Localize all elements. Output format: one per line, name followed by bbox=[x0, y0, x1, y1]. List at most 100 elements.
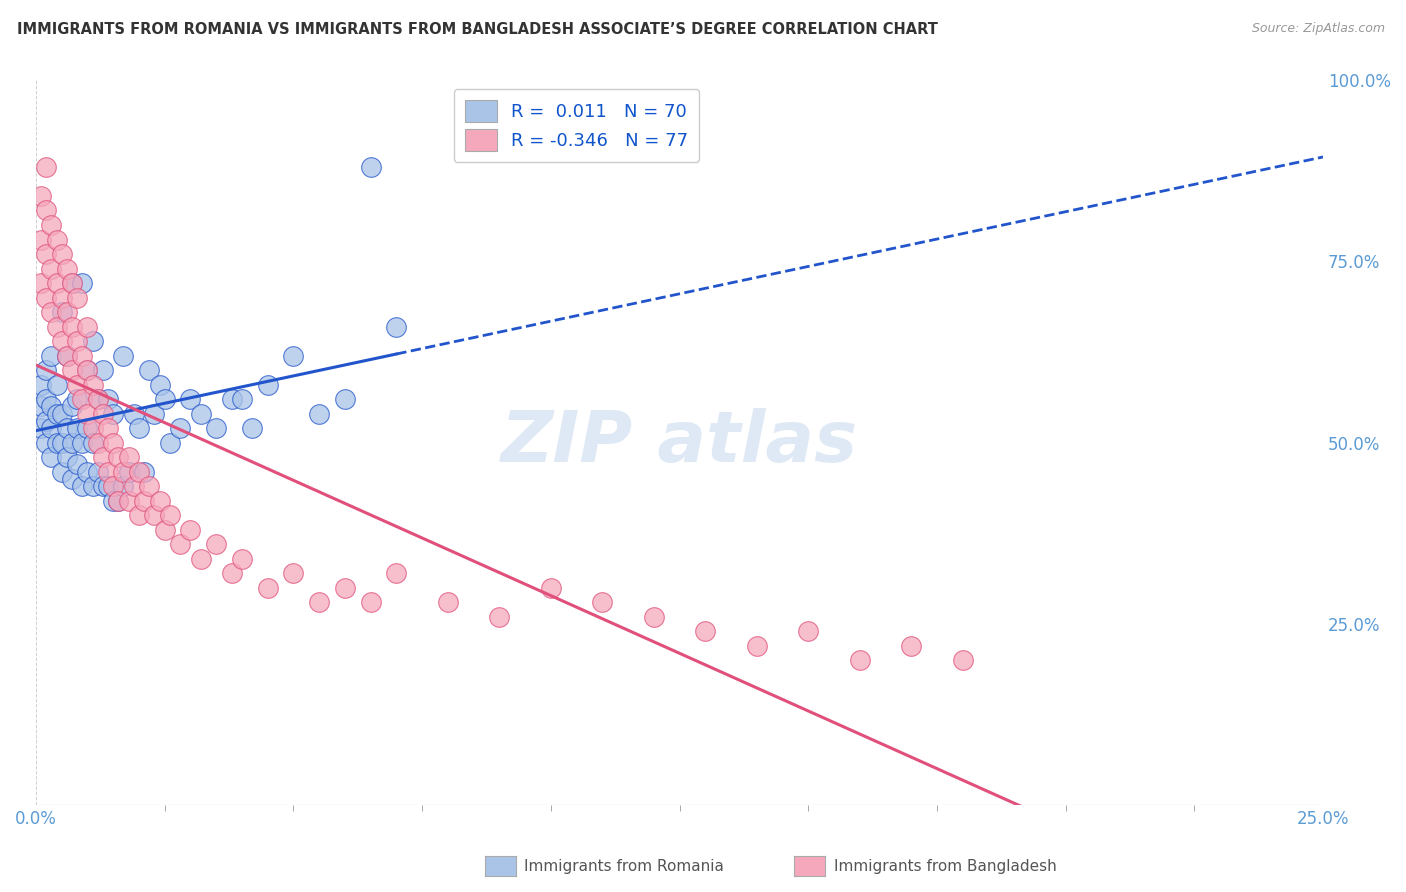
Point bbox=[56, 305, 79, 319]
Text: Immigrants from Bangladesh: Immigrants from Bangladesh bbox=[834, 859, 1056, 873]
Point bbox=[87, 465, 110, 479]
Point bbox=[101, 435, 124, 450]
Point bbox=[148, 377, 170, 392]
Point bbox=[283, 566, 305, 580]
Point bbox=[76, 363, 98, 377]
Point bbox=[153, 392, 176, 406]
Point bbox=[91, 363, 114, 377]
Point bbox=[60, 276, 83, 290]
Point bbox=[256, 377, 278, 392]
Point bbox=[97, 421, 120, 435]
Text: Source: ZipAtlas.com: Source: ZipAtlas.com bbox=[1251, 22, 1385, 36]
Point bbox=[437, 595, 460, 609]
Point bbox=[35, 291, 58, 305]
Point bbox=[231, 551, 253, 566]
Point bbox=[107, 493, 129, 508]
Point bbox=[30, 377, 52, 392]
Point bbox=[66, 392, 89, 406]
Point bbox=[51, 407, 73, 421]
Point bbox=[360, 595, 382, 609]
Point bbox=[82, 479, 104, 493]
Point bbox=[112, 479, 135, 493]
Point bbox=[45, 407, 67, 421]
Point bbox=[41, 218, 63, 232]
Point bbox=[159, 435, 181, 450]
Point bbox=[56, 261, 79, 276]
Point bbox=[591, 595, 613, 609]
Point bbox=[256, 581, 278, 595]
Point bbox=[56, 349, 79, 363]
Point bbox=[179, 523, 201, 537]
Legend: R =  0.011   N = 70, R = -0.346   N = 77: R = 0.011 N = 70, R = -0.346 N = 77 bbox=[454, 89, 699, 162]
Point bbox=[41, 349, 63, 363]
Point bbox=[128, 465, 150, 479]
Point bbox=[87, 392, 110, 406]
Point bbox=[101, 407, 124, 421]
Point bbox=[112, 465, 135, 479]
Point bbox=[848, 653, 870, 667]
Point bbox=[231, 392, 253, 406]
Point bbox=[72, 392, 94, 406]
Point bbox=[72, 276, 94, 290]
Point bbox=[60, 363, 83, 377]
Point bbox=[66, 457, 89, 471]
Point bbox=[221, 566, 243, 580]
Point bbox=[45, 319, 67, 334]
Point bbox=[132, 465, 155, 479]
Point bbox=[82, 421, 104, 435]
Point bbox=[76, 465, 98, 479]
Point bbox=[30, 232, 52, 246]
Point bbox=[87, 435, 110, 450]
Text: IMMIGRANTS FROM ROMANIA VS IMMIGRANTS FROM BANGLADESH ASSOCIATE’S DEGREE CORRELA: IMMIGRANTS FROM ROMANIA VS IMMIGRANTS FR… bbox=[17, 22, 938, 37]
Point bbox=[112, 349, 135, 363]
Point bbox=[41, 421, 63, 435]
Point bbox=[179, 392, 201, 406]
Point bbox=[132, 493, 155, 508]
Point bbox=[35, 363, 58, 377]
Point bbox=[76, 319, 98, 334]
Point bbox=[35, 247, 58, 261]
Point bbox=[138, 479, 160, 493]
Point bbox=[107, 493, 129, 508]
Point bbox=[952, 653, 974, 667]
Point bbox=[51, 435, 73, 450]
Point bbox=[97, 479, 120, 493]
Point bbox=[60, 399, 83, 413]
Point bbox=[900, 639, 922, 653]
Point bbox=[153, 523, 176, 537]
Point bbox=[221, 392, 243, 406]
Point bbox=[91, 479, 114, 493]
Point bbox=[60, 435, 83, 450]
Point bbox=[82, 334, 104, 348]
Point bbox=[41, 399, 63, 413]
Point bbox=[169, 537, 191, 551]
Point bbox=[308, 407, 330, 421]
Point bbox=[97, 465, 120, 479]
Point bbox=[76, 421, 98, 435]
Point bbox=[91, 450, 114, 464]
Point bbox=[51, 291, 73, 305]
Point bbox=[66, 377, 89, 392]
Point bbox=[333, 581, 356, 595]
Point bbox=[385, 566, 408, 580]
Point bbox=[30, 399, 52, 413]
Point bbox=[122, 407, 145, 421]
Point bbox=[60, 319, 83, 334]
Point bbox=[91, 407, 114, 421]
Point bbox=[97, 392, 120, 406]
Point bbox=[205, 421, 228, 435]
Point bbox=[190, 551, 212, 566]
Point bbox=[128, 421, 150, 435]
Point bbox=[56, 349, 79, 363]
Point bbox=[360, 160, 382, 174]
Point bbox=[60, 276, 83, 290]
Point bbox=[35, 435, 58, 450]
Point bbox=[101, 479, 124, 493]
Point bbox=[66, 291, 89, 305]
Point bbox=[138, 363, 160, 377]
Point bbox=[488, 609, 510, 624]
Point bbox=[82, 435, 104, 450]
Point bbox=[35, 203, 58, 218]
Point bbox=[745, 639, 768, 653]
Text: Immigrants from Romania: Immigrants from Romania bbox=[524, 859, 724, 873]
